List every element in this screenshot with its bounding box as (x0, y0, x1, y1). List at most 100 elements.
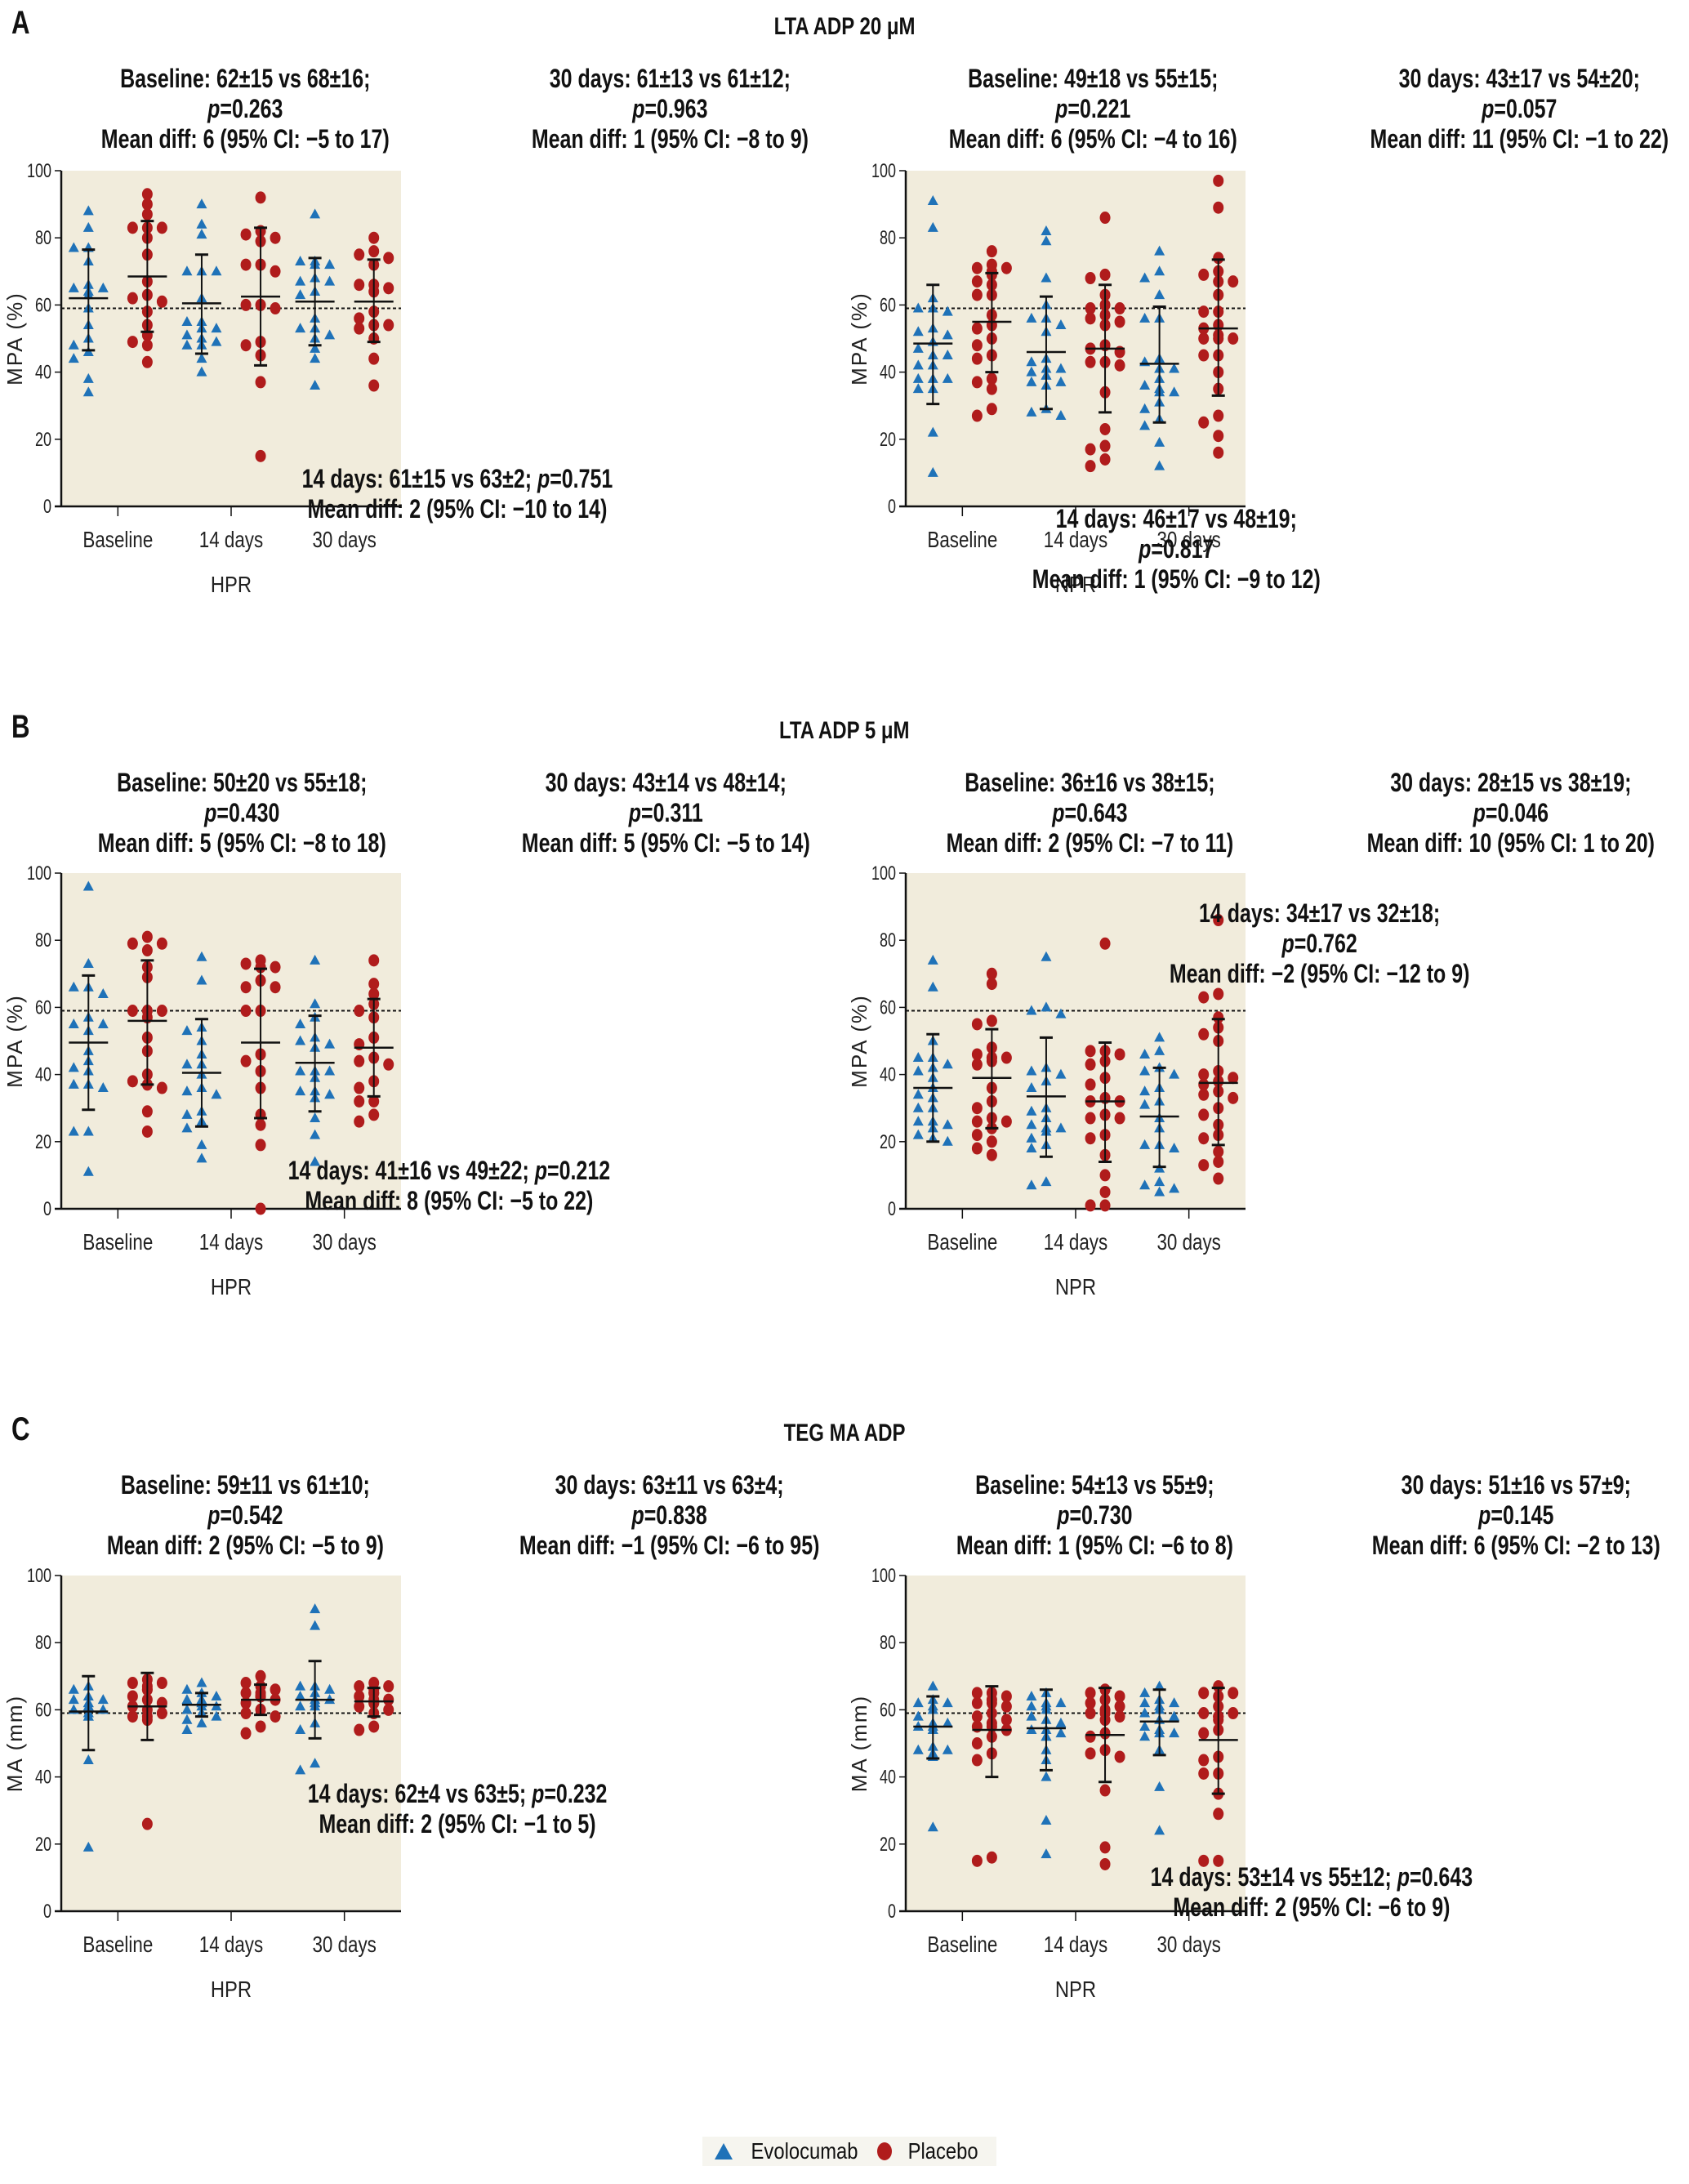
data-point-placebo (1000, 1051, 1012, 1064)
y-tick-label: 80 (880, 1633, 896, 1654)
data-point-placebo (971, 288, 983, 301)
data-point-placebo (986, 1135, 997, 1148)
data-point-placebo (255, 1720, 266, 1733)
inplot-annotation-a-right: 14 days: 46±17 vs 48±19; p=0.817 Mean diff… (956, 504, 1397, 595)
data-point-evolocumab (927, 194, 938, 205)
annotation-c-right-30days: 30 days: 51±16 vs 57±9; p=0.145 Mean diff:… (1304, 1470, 1689, 1561)
annotation-prefix: 30 days: 43±14 vs 48±14; (545, 768, 787, 797)
data-point-evolocumab (1026, 1132, 1037, 1143)
data-point-placebo (1228, 275, 1239, 288)
data-point-placebo (156, 1677, 167, 1690)
data-point-evolocumab (1026, 1005, 1037, 1015)
data-point-evolocumab (1139, 1687, 1151, 1697)
x-tick-label: 14 days (199, 1932, 263, 1958)
annotation-b-right-30days: 30 days: 28±15 vs 38±19; p=0.046 Mean diff… (1299, 768, 1689, 858)
data-point-placebo (986, 382, 997, 395)
data-point-evolocumab (1041, 272, 1052, 283)
data-point-evolocumab (927, 466, 938, 477)
data-point-placebo (971, 1018, 983, 1031)
data-point-placebo (1198, 1027, 1210, 1041)
data-point-evolocumab (295, 1764, 306, 1775)
chart-c-npr: 0 20 40 60 80 100 Baseline 14 days 30 days MA (mm… (847, 1566, 1246, 2002)
data-point-placebo (1000, 1690, 1012, 1703)
data-point-placebo (971, 1102, 983, 1115)
annotation-pvalue: p=0.430 (203, 798, 280, 827)
data-point-evolocumab (942, 372, 953, 383)
data-point-placebo (1099, 268, 1111, 281)
y-axis-title: MPA (%) (2, 292, 27, 386)
y-axis-title: MPA (%) (847, 292, 871, 386)
x-axis-title: NPR (1055, 1976, 1096, 2002)
y-tick-label: 0 (888, 1901, 896, 1923)
data-point-evolocumab (310, 208, 321, 219)
data-point-evolocumab (68, 1125, 79, 1136)
data-point-placebo (270, 1683, 281, 1696)
data-point-placebo (368, 987, 380, 1001)
inplot-annotation-c-left: 14 days: 62±4 vs 63±5; p=0.232 Mean diff:… (212, 1779, 702, 1839)
data-point-evolocumab (912, 1089, 924, 1099)
inplot-annotation-c-right: 14 days: 53±14 vs 55±12; p=0.643 Mean dif… (1058, 1862, 1565, 1923)
data-point-evolocumab (310, 1112, 321, 1123)
data-point-placebo (141, 339, 153, 352)
data-point-placebo (270, 265, 281, 278)
x-axis-title: NPR (1055, 571, 1096, 597)
data-point-evolocumab (927, 954, 938, 965)
annotation-mean-diff: Mean diff: 2 (95% CI: −5 to 9) (106, 1531, 384, 1560)
data-point-evolocumab (1041, 1001, 1052, 1012)
data-point-placebo (1114, 359, 1125, 372)
x-tick-label: Baseline (927, 1230, 997, 1255)
data-point-placebo (1085, 1696, 1096, 1709)
x-axis-title: HPR (211, 1273, 252, 1299)
data-point-placebo (986, 245, 997, 258)
data-point-evolocumab (211, 265, 222, 276)
data-point-evolocumab (181, 1694, 193, 1705)
data-point-placebo (240, 1707, 252, 1720)
data-point-placebo (971, 339, 983, 352)
data-point-evolocumab (1026, 1065, 1037, 1076)
annotation-c-right-baseline: Baseline: 54±13 vs 55±9; p=0.730 Mean diff… (882, 1470, 1307, 1561)
inplot-pvalue: p=0.762 (1281, 929, 1358, 958)
data-point-evolocumab (942, 1059, 953, 1069)
inplot-line2: Mean diff: 2 (95% CI: −1 to 5) (319, 1809, 596, 1839)
data-point-evolocumab (927, 426, 938, 437)
y-tick-label: 40 (880, 1767, 896, 1788)
data-point-placebo (255, 449, 266, 462)
y-tick-label: 60 (880, 295, 896, 316)
data-point-placebo (354, 1054, 365, 1067)
data-point-evolocumab (211, 323, 222, 333)
data-point-evolocumab (1139, 1065, 1151, 1076)
data-point-evolocumab (912, 326, 924, 337)
y-tick-label: 80 (880, 930, 896, 952)
data-point-placebo (368, 1108, 380, 1121)
data-point-placebo (1213, 914, 1224, 927)
y-tick-label: 80 (35, 930, 51, 952)
data-point-evolocumab (1055, 410, 1067, 421)
data-point-evolocumab (68, 1018, 79, 1028)
data-point-placebo (1198, 349, 1210, 362)
x-tick-label: Baseline (82, 528, 153, 553)
data-point-placebo (1198, 1754, 1210, 1767)
data-point-evolocumab (196, 366, 207, 377)
x-tick-label: 30 days (1156, 1230, 1220, 1255)
data-point-evolocumab (324, 259, 336, 270)
data-point-placebo (1085, 272, 1096, 285)
data-point-placebo (986, 403, 997, 416)
data-point-placebo (141, 930, 153, 943)
y-axis-title: MPA (%) (847, 994, 871, 1088)
data-point-evolocumab (1041, 951, 1052, 961)
annotation-a-right-30days: 30 days: 43±17 vs 54±20; p=0.057 Mean diff… (1307, 64, 1689, 154)
data-point-evolocumab (196, 353, 207, 363)
data-point-evolocumab (82, 1754, 94, 1765)
data-point-placebo (141, 1817, 153, 1830)
annotation-a-left-baseline: Baseline: 62±15 vs 68±16; p=0.263 Mean dif… (33, 64, 457, 154)
row-title-c: TEG MA ADP (0, 1420, 1689, 1447)
y-tick-label: 60 (35, 1700, 51, 1721)
data-point-placebo (1198, 1132, 1210, 1145)
y-tick-label: 0 (888, 1199, 896, 1220)
chart-c-hpr: 0 20 40 60 80 100 Baseline 14 days 30 days MA (mm… (2, 1566, 401, 2002)
data-point-evolocumab (912, 372, 924, 383)
data-point-placebo (1228, 1707, 1239, 1720)
data-point-evolocumab (181, 265, 193, 276)
data-point-evolocumab (211, 1690, 222, 1700)
data-point-evolocumab (1026, 1179, 1037, 1190)
